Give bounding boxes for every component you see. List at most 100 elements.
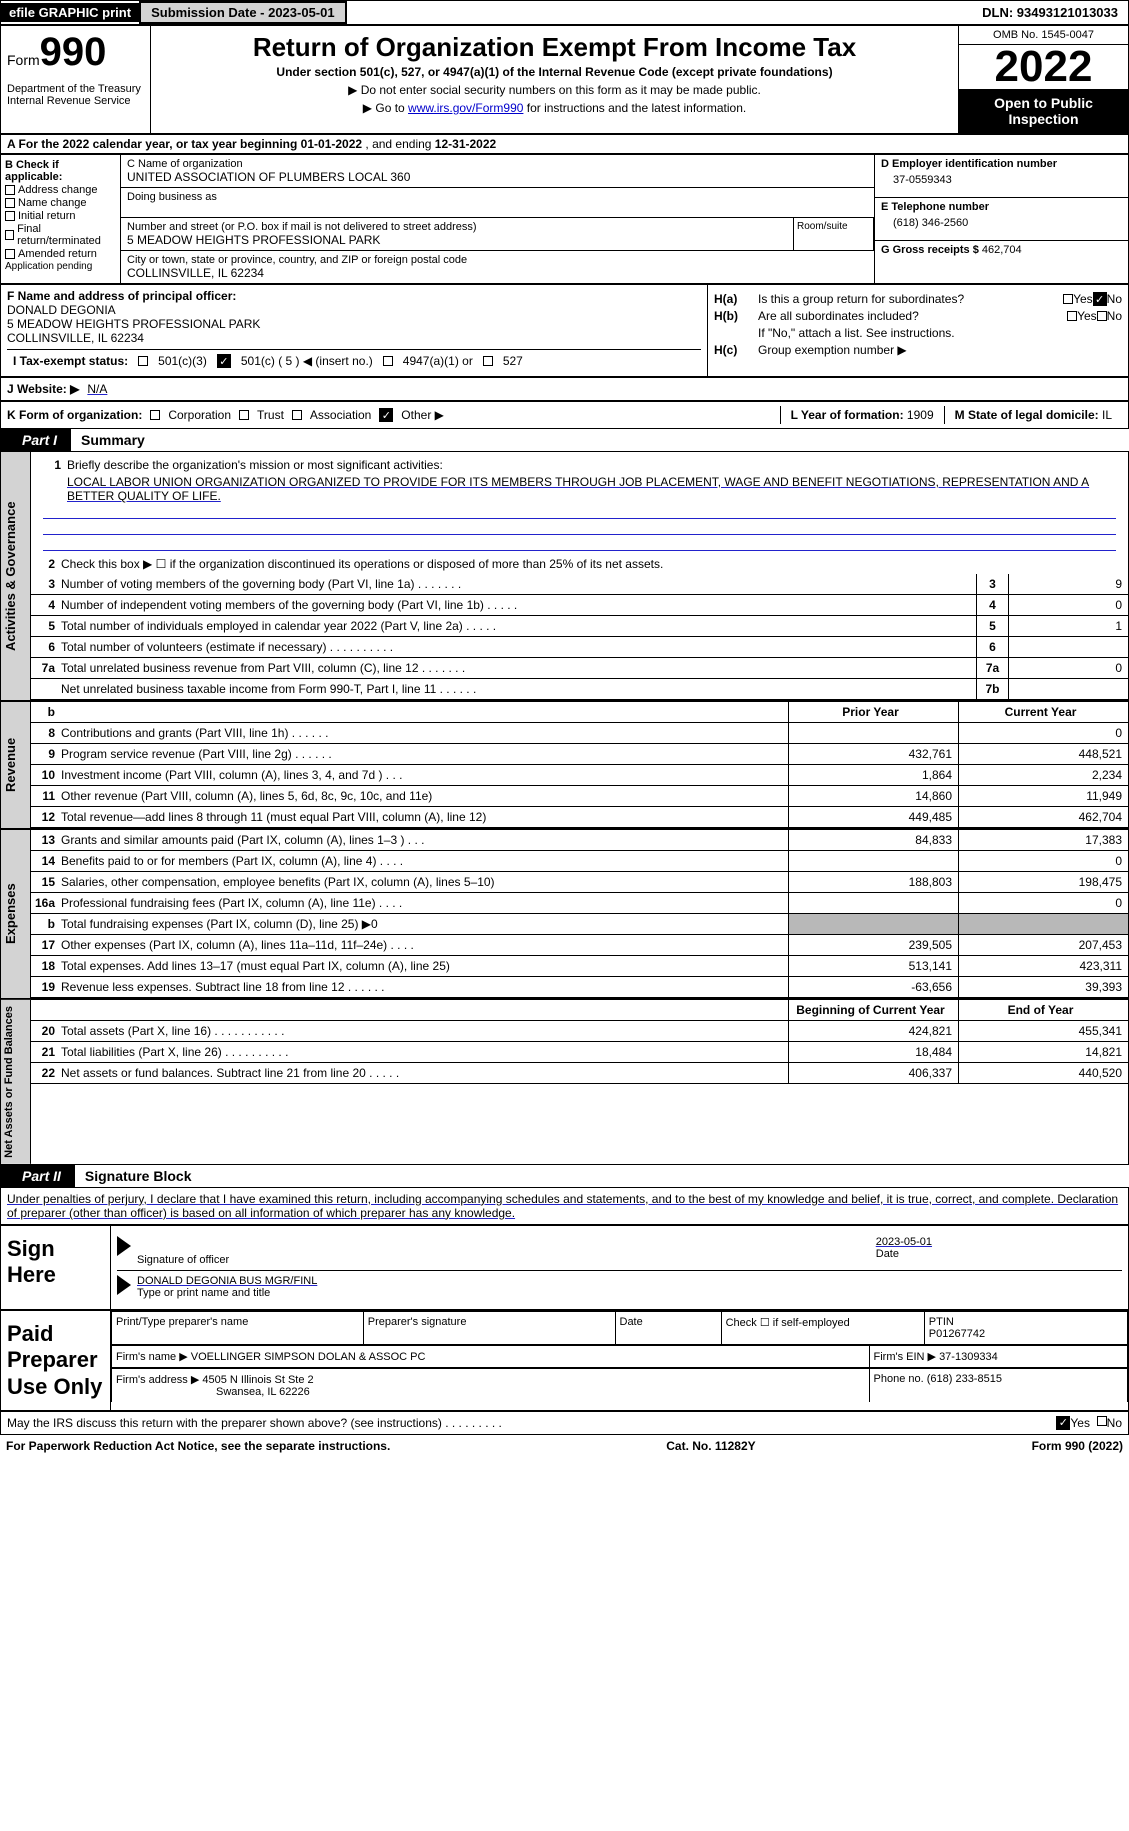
part1-title: Summary — [71, 429, 1129, 451]
current-year-val: 455,341 — [958, 1021, 1128, 1041]
row-val: 9 — [1008, 574, 1128, 594]
tel-val: (618) 346-2560 — [893, 217, 1122, 229]
year-box: OMB No. 1545-0047 2022 Open to Public In… — [958, 26, 1128, 133]
lbl-pending: Application pending — [5, 261, 92, 272]
sig-arrow-icon — [117, 1275, 131, 1295]
firm-phone-val: (618) 233-8515 — [927, 1373, 1002, 1385]
lbl-final: Final return/terminated — [17, 223, 116, 247]
lbl-name-change: Name change — [18, 197, 87, 209]
current-year-val — [958, 914, 1128, 934]
sidetab-revenue: Revenue — [1, 702, 31, 828]
prior-year-val: -63,656 — [788, 977, 958, 997]
prior-year-val — [788, 914, 958, 934]
firm-phone-label: Phone no. — [874, 1373, 927, 1385]
chk-other[interactable]: ✓ — [379, 408, 393, 422]
section-fh: F Name and address of principal officer:… — [0, 284, 1129, 377]
summary-row: 16a Professional fundraising fees (Part … — [31, 893, 1128, 914]
website-val: N/A — [87, 382, 107, 396]
form-word: Form — [7, 52, 40, 68]
chk-corp[interactable] — [150, 410, 160, 420]
city-val: COLLINSVILLE, IL 62234 — [127, 266, 868, 280]
row-num: 19 — [31, 980, 61, 994]
chk-initial[interactable] — [5, 211, 15, 221]
summary-row: 13 Grants and similar amounts paid (Part… — [31, 830, 1128, 851]
chk-501c3[interactable] — [138, 356, 148, 366]
chk-discuss-yes[interactable]: ✓ — [1056, 1416, 1070, 1430]
officer-addr2: COLLINSVILLE, IL 62234 — [7, 331, 144, 345]
prior-year-val: 84,833 — [788, 830, 958, 850]
row-val — [1008, 637, 1128, 657]
lbl-initial: Initial return — [18, 210, 75, 222]
prior-year-val: 424,821 — [788, 1021, 958, 1041]
prior-year-val — [788, 893, 958, 913]
row-num: 6 — [31, 640, 61, 654]
ha-label: H(a) — [714, 292, 758, 306]
footer-mid: Cat. No. 11282Y — [666, 1439, 755, 1453]
chk-trust[interactable] — [239, 410, 249, 420]
row-a-begin: 01-01-2022 — [301, 137, 362, 151]
chk-501c5[interactable]: ✓ — [217, 354, 231, 368]
chk-name[interactable] — [5, 198, 15, 208]
main-title: Return of Organization Exempt From Incom… — [161, 32, 948, 63]
row-num: 3 — [31, 577, 61, 591]
row-text: Total assets (Part X, line 16) . . . . .… — [61, 1022, 788, 1040]
chk-hb-yes[interactable] — [1067, 311, 1077, 321]
row-num: 11 — [31, 789, 61, 803]
row-text: Number of independent voting members of … — [61, 596, 976, 614]
declaration: Under penalties of perjury, I declare th… — [0, 1187, 1129, 1225]
room-label: Room/suite — [794, 218, 874, 251]
summary-row: 14 Benefits paid to or for members (Part… — [31, 851, 1128, 872]
domicile-label: M State of legal domicile: — [955, 408, 1102, 422]
summary-expenses: Expenses 13 Grants and similar amounts p… — [0, 829, 1129, 999]
prior-year-val: 449,485 — [788, 807, 958, 827]
efile-badge: efile GRAPHIC print — [1, 3, 139, 22]
row-box: 5 — [976, 616, 1008, 636]
hdr-eoy: End of Year — [958, 1000, 1128, 1020]
current-year-val: 39,393 — [958, 977, 1128, 997]
chk-final[interactable] — [5, 230, 14, 240]
row-num: 14 — [31, 854, 61, 868]
summary-row: 4 Number of independent voting members o… — [31, 595, 1128, 616]
row-a-mid: , and ending — [362, 137, 435, 151]
row-num: 12 — [31, 810, 61, 824]
discuss-text: May the IRS discuss this return with the… — [7, 1416, 1056, 1430]
chk-addr[interactable] — [5, 185, 15, 195]
firm-addr2: Swansea, IL 62226 — [216, 1386, 310, 1398]
summary-row: 7a Total unrelated business revenue from… — [31, 658, 1128, 679]
current-year-val: 462,704 — [958, 807, 1128, 827]
row-text: Total revenue—add lines 8 through 11 (mu… — [61, 808, 788, 826]
row-val: 0 — [1008, 595, 1128, 615]
chk-assoc[interactable] — [292, 410, 302, 420]
current-year-val: 11,949 — [958, 786, 1128, 806]
row-num: 15 — [31, 875, 61, 889]
row-text: Total number of individuals employed in … — [61, 617, 976, 635]
row-num: 13 — [31, 833, 61, 847]
chk-ha-no[interactable]: ✓ — [1093, 292, 1107, 306]
row-num: 7a — [31, 661, 61, 675]
chk-hb-no[interactable] — [1097, 311, 1107, 321]
open-to-public: Open to Public Inspection — [959, 89, 1128, 133]
row-num: 10 — [31, 768, 61, 782]
row-text: Total fundraising expenses (Part IX, col… — [61, 915, 788, 933]
chk-ha-yes[interactable] — [1063, 294, 1073, 304]
current-year-val: 0 — [958, 723, 1128, 743]
discuss-yes: Yes — [1070, 1416, 1090, 1430]
firm-ein-val: 37-1309334 — [939, 1351, 998, 1363]
summary-netassets: Net Assets or Fund Balances Beginning of… — [0, 999, 1129, 1165]
chk-discuss-no[interactable] — [1097, 1416, 1107, 1426]
summary-row: 19 Revenue less expenses. Subtract line … — [31, 977, 1128, 998]
row-a-end: 12-31-2022 — [435, 137, 496, 151]
subtitle: Under section 501(c), 527, or 4947(a)(1)… — [161, 65, 948, 79]
sig-arrow-icon — [117, 1236, 131, 1256]
lbl-501c5: 501(c) ( 5 ) ◀ (insert no.) — [241, 354, 373, 368]
part2-title: Signature Block — [75, 1165, 1129, 1187]
yof-label: L Year of formation: — [791, 408, 907, 422]
irs-link[interactable]: www.irs.gov/Form990 — [408, 101, 523, 115]
section-bcde: B Check if applicable: Address change Na… — [0, 154, 1129, 284]
row-val — [1008, 679, 1128, 699]
form-org-label: K Form of organization: — [7, 408, 142, 422]
blank-line — [43, 519, 1116, 535]
chk-527[interactable] — [483, 356, 493, 366]
chk-amended[interactable] — [5, 249, 15, 259]
chk-4947[interactable] — [383, 356, 393, 366]
